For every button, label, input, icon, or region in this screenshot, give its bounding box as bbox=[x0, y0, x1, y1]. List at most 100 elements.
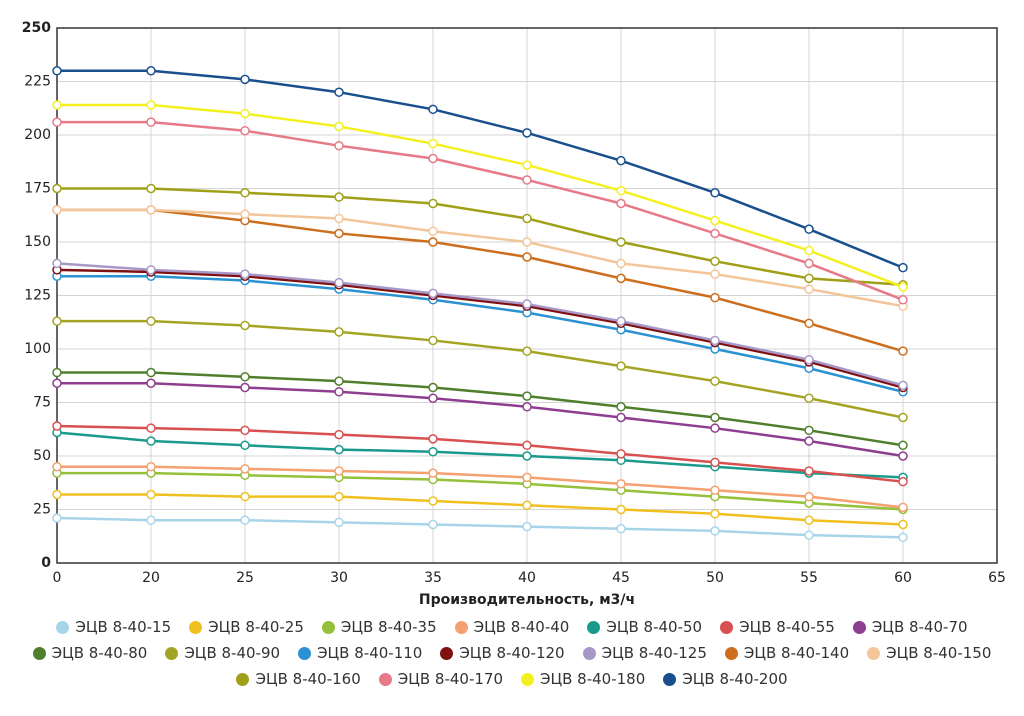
x-tick-label: 45 bbox=[612, 570, 630, 586]
data-point bbox=[898, 380, 908, 391]
data-point bbox=[898, 451, 908, 461]
legend-item[interactable]: ЭЦВ 8-40-180 bbox=[521, 670, 645, 688]
data-point bbox=[146, 205, 156, 215]
data-point bbox=[52, 367, 62, 378]
legend-item[interactable]: ЭЦВ 8-40-80 bbox=[32, 644, 148, 662]
legend-swatch bbox=[298, 646, 312, 660]
legend-swatch bbox=[587, 620, 601, 634]
series-line bbox=[56, 268, 904, 389]
data-point bbox=[334, 140, 344, 151]
data-point bbox=[710, 228, 720, 239]
legend: ЭЦВ 8-40-15 ЭЦВ 8-40-25 ЭЦВ 8-40-35 ЭЦВ 8-4… bbox=[0, 618, 1024, 688]
data-point bbox=[52, 378, 62, 388]
y-tick-label: 0 bbox=[41, 555, 51, 571]
legend-item[interactable]: ЭЦВ 8-40-90 bbox=[165, 644, 280, 662]
legend-swatch bbox=[321, 620, 335, 634]
series-line bbox=[57, 208, 904, 308]
data-point bbox=[240, 382, 250, 393]
data-point bbox=[334, 387, 344, 397]
legend-item[interactable]: ЭЦВ 8-40-140 bbox=[724, 644, 850, 662]
data-point bbox=[710, 509, 720, 519]
legend-label: ЭЦВ 8-40-180 bbox=[540, 670, 646, 688]
legend-label: ЭЦВ 8-40-25 bbox=[208, 618, 304, 636]
series-line bbox=[57, 471, 904, 511]
data-point bbox=[334, 228, 344, 239]
y-tick-label: 25 bbox=[33, 502, 51, 518]
legend-item[interactable]: ЭЦВ 8-40-120 bbox=[440, 644, 565, 662]
data-point bbox=[710, 485, 720, 495]
data-point bbox=[52, 489, 62, 500]
x-tick-label: 30 bbox=[330, 570, 348, 586]
legend-label: ЭЦВ 8-40-170 bbox=[397, 670, 503, 688]
data-point bbox=[240, 464, 250, 474]
legend-item[interactable]: ЭЦВ 8-40-25 bbox=[189, 618, 304, 636]
data-point bbox=[52, 117, 62, 127]
series-line bbox=[56, 516, 904, 539]
data-point bbox=[804, 318, 814, 329]
legend-item[interactable]: ЭЦВ 8-40-40 bbox=[454, 618, 569, 636]
data-point bbox=[240, 440, 250, 451]
data-point bbox=[898, 502, 908, 513]
data-point bbox=[240, 188, 250, 198]
x-axis-title: Производительность, м3/ч bbox=[419, 592, 635, 608]
series-line bbox=[57, 274, 904, 394]
data-point bbox=[52, 183, 62, 194]
data-point bbox=[52, 513, 62, 523]
y-tick-label: 100 bbox=[24, 341, 51, 357]
data-point bbox=[710, 412, 720, 423]
legend-item[interactable]: ЭЦВ 8-40-70 bbox=[852, 618, 968, 636]
data-point bbox=[898, 346, 908, 356]
series-line bbox=[57, 381, 904, 458]
data-point bbox=[428, 288, 438, 299]
legend-item[interactable]: ЭЦВ 8-40-150 bbox=[867, 644, 991, 662]
legend-item[interactable]: ЭЦВ 8-40-35 bbox=[321, 618, 437, 636]
data-point bbox=[240, 515, 250, 525]
legend-swatch bbox=[440, 646, 454, 660]
data-point bbox=[898, 519, 908, 530]
data-point bbox=[616, 449, 626, 459]
legend-swatch bbox=[521, 672, 534, 686]
legend-item[interactable]: ЭЦВ 8-40-110 bbox=[298, 644, 422, 662]
legend-item[interactable]: ЭЦВ 8-40-160 bbox=[236, 670, 361, 688]
legend-item[interactable]: ЭЦВ 8-40-170 bbox=[378, 670, 503, 688]
y-tick-label: 150 bbox=[24, 234, 51, 250]
data-point bbox=[522, 213, 532, 224]
data-point bbox=[710, 292, 720, 303]
legend-item[interactable]: ЭЦВ 8-40-125 bbox=[582, 644, 707, 662]
data-point bbox=[522, 299, 532, 309]
legend-item[interactable]: ЭЦВ 8-40-15 bbox=[56, 618, 171, 636]
data-point bbox=[710, 423, 720, 433]
y-tick-label: 225 bbox=[24, 74, 51, 90]
data-point bbox=[616, 504, 626, 515]
data-point bbox=[334, 213, 344, 224]
legend-swatch bbox=[165, 646, 179, 660]
data-point bbox=[428, 335, 438, 346]
legend-item[interactable]: ЭЦВ 8-40-55 bbox=[720, 618, 835, 636]
data-point bbox=[898, 295, 908, 305]
data-point bbox=[334, 376, 344, 386]
chart: Производительность, м3/ч 0 25 50 75 100 125 15… bbox=[22, 20, 1006, 608]
data-point bbox=[804, 436, 814, 446]
x-tick-label: 50 bbox=[706, 570, 724, 586]
data-point bbox=[52, 258, 62, 269]
data-point bbox=[522, 391, 532, 401]
legend-label: ЭЦВ 8-40-120 bbox=[459, 644, 565, 662]
legend-label: ЭЦВ 8-40-80 bbox=[51, 644, 148, 662]
data-point bbox=[334, 121, 344, 132]
x-tick-label: 20 bbox=[142, 570, 160, 586]
x-tick-label: 60 bbox=[894, 570, 912, 586]
series-line bbox=[57, 493, 904, 526]
data-point bbox=[428, 153, 438, 164]
data-point bbox=[522, 252, 532, 262]
data-point bbox=[52, 205, 62, 215]
data-point bbox=[240, 125, 250, 136]
data-point bbox=[146, 423, 156, 433]
legend-label: ЭЦВ 8-40-140 bbox=[743, 644, 850, 662]
data-point bbox=[616, 198, 626, 209]
data-point bbox=[428, 382, 438, 393]
legend-item[interactable]: ЭЦВ 8-40-50 bbox=[587, 618, 702, 636]
legend-item[interactable]: ЭЦВ 8-40-200 bbox=[663, 670, 788, 688]
data-point bbox=[146, 378, 156, 388]
legend-label: ЭЦВ 8-40-70 bbox=[871, 618, 968, 636]
data-point bbox=[146, 461, 156, 472]
